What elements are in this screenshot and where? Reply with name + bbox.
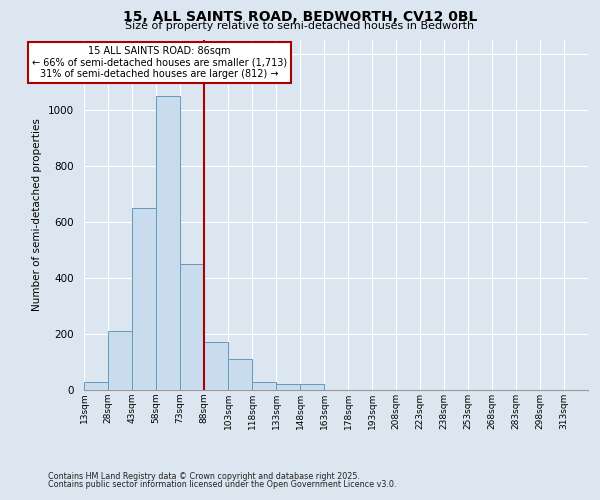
- Text: 15, ALL SAINTS ROAD, BEDWORTH, CV12 0BL: 15, ALL SAINTS ROAD, BEDWORTH, CV12 0BL: [123, 10, 477, 24]
- Text: Contains public sector information licensed under the Open Government Licence v3: Contains public sector information licen…: [48, 480, 397, 489]
- Bar: [228, 359, 252, 390]
- Bar: [180, 264, 204, 390]
- Text: Size of property relative to semi-detached houses in Bedworth: Size of property relative to semi-detach…: [125, 21, 475, 31]
- Bar: [132, 208, 156, 390]
- Y-axis label: Number of semi-detached properties: Number of semi-detached properties: [32, 118, 43, 312]
- Text: Contains HM Land Registry data © Crown copyright and database right 2025.: Contains HM Land Registry data © Crown c…: [48, 472, 360, 481]
- Bar: [84, 382, 108, 390]
- Text: 15 ALL SAINTS ROAD: 86sqm
← 66% of semi-detached houses are smaller (1,713)
31% : 15 ALL SAINTS ROAD: 86sqm ← 66% of semi-…: [32, 46, 287, 79]
- Bar: [204, 342, 228, 390]
- Bar: [300, 384, 324, 390]
- Bar: [108, 331, 132, 390]
- Bar: [276, 384, 300, 390]
- Bar: [156, 96, 180, 390]
- Bar: [252, 382, 276, 390]
